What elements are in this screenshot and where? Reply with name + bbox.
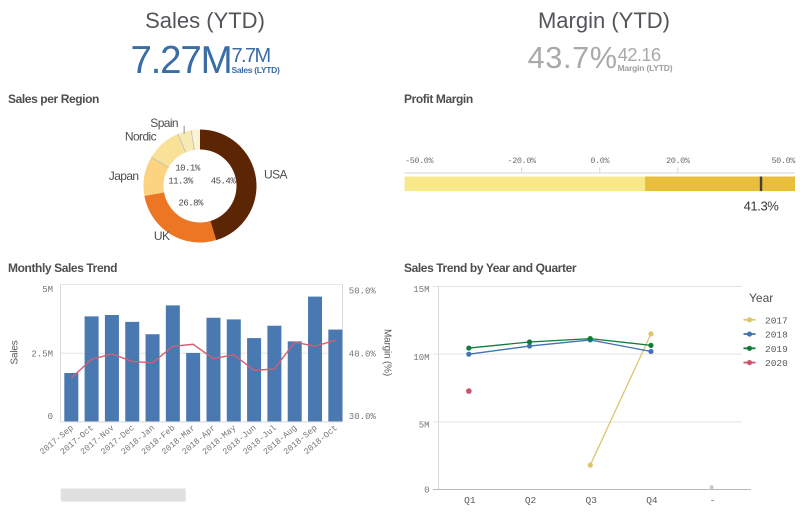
svg-text:0.0%: 0.0%	[590, 156, 610, 166]
svg-text:Japan: Japan	[109, 169, 139, 183]
svg-text:0: 0	[48, 412, 53, 422]
svg-text:USA: USA	[264, 168, 287, 182]
svg-text:Spain: Spain	[150, 116, 178, 130]
svg-text:UK: UK	[154, 229, 170, 243]
svg-text:Year: Year	[749, 291, 773, 305]
svg-text:20.0%: 20.0%	[666, 156, 691, 166]
svg-text:15M: 15M	[413, 285, 429, 295]
svg-text:2018: 2018	[765, 330, 788, 341]
svg-text:11.3%: 11.3%	[168, 176, 194, 186]
svg-text:50.0%: 50.0%	[771, 156, 796, 166]
svg-text:-20.0%: -20.0%	[508, 156, 538, 166]
svg-text:Margin (%): Margin (%)	[382, 329, 393, 376]
svg-text:Q4: Q4	[646, 495, 658, 506]
svg-text:Q2: Q2	[525, 495, 537, 506]
svg-text:5M: 5M	[42, 285, 53, 295]
svg-text:40.0%: 40.0%	[349, 349, 377, 359]
svg-text:26.8%: 26.8%	[178, 199, 204, 209]
svg-text:2017: 2017	[765, 315, 788, 326]
svg-text:2019: 2019	[765, 344, 788, 355]
svg-text:50.0%: 50.0%	[349, 286, 377, 296]
svg-text:5M: 5M	[419, 420, 430, 430]
svg-text:10M: 10M	[413, 353, 429, 363]
svg-text:-: -	[710, 495, 716, 506]
svg-text:Q3: Q3	[586, 495, 598, 506]
svg-text:Sales: Sales	[10, 340, 21, 364]
svg-text:30.0%: 30.0%	[349, 412, 377, 422]
svg-text:0: 0	[424, 486, 429, 496]
svg-text:45.4%: 45.4%	[211, 176, 237, 186]
svg-text:Q1: Q1	[464, 495, 476, 506]
svg-text:-50.0%: -50.0%	[405, 156, 435, 166]
svg-text:2.5M: 2.5M	[31, 349, 53, 359]
svg-text:10.1%: 10.1%	[175, 163, 201, 173]
svg-text:41.3%: 41.3%	[744, 199, 780, 214]
svg-text:Nordic: Nordic	[125, 130, 157, 144]
svg-text:2020: 2020	[765, 358, 788, 369]
